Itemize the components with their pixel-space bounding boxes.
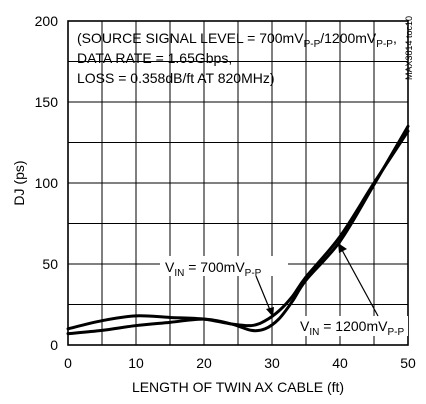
condition-note-line-3: LOSS = 0.358dB/ft AT 820MHz) xyxy=(77,70,275,86)
series-label-700mv-group: VIN = 700mVP-P xyxy=(160,256,288,317)
note-pp-sub-2: P-P xyxy=(376,39,393,50)
x-tick-label: 10 xyxy=(128,355,144,371)
arrowhead-700mv xyxy=(266,307,274,317)
series-label-1200mv-in-sub: IN xyxy=(309,327,319,338)
y-tick-label: 100 xyxy=(35,175,59,191)
series-label-700mv: VIN = 700mVP-P xyxy=(165,259,262,279)
series-label-1200mv-group: VIN = 1200mVP-P xyxy=(300,243,408,338)
y-tick-label: 0 xyxy=(50,337,58,353)
condition-note: (SOURCE SIGNAL LEVEL = 700mVP-P/1200mVP-… xyxy=(77,30,397,86)
y-tick-label: 200 xyxy=(35,13,59,29)
x-axis-label: LENGTH OF TWIN AX CABLE (ft) xyxy=(132,379,344,395)
series-label-1200mv: VIN = 1200mVP-P xyxy=(300,318,404,338)
y-tick-label: 50 xyxy=(42,256,58,272)
series-label-700mv-in-sub: IN xyxy=(174,268,184,279)
y-tick-label: 150 xyxy=(35,94,59,110)
series-label-700mv-background xyxy=(160,256,288,276)
x-tick-label: 50 xyxy=(400,355,416,371)
condition-note-line-1: (SOURCE SIGNAL LEVEL = 700mVP-P/1200mVP-… xyxy=(77,30,397,50)
note-comma: , xyxy=(393,30,397,46)
series-label-1200mv-v: V xyxy=(300,318,310,334)
x-tick-label: 40 xyxy=(332,355,348,371)
series-label-1200mv-value: = 1200mV xyxy=(319,318,388,334)
series-label-1200mv-pp-sub: P-P xyxy=(387,327,404,338)
series-label-700mv-value: = 700mV xyxy=(184,259,245,275)
series-label-700mv-pp-sub: P-P xyxy=(245,268,262,279)
x-tick-labels: 0 10 20 30 40 50 xyxy=(64,355,416,371)
leader-line-1200mv xyxy=(341,249,379,317)
grid xyxy=(68,21,408,345)
condition-note-line-2: DATA RATE = 1.65Gbps, xyxy=(77,50,232,66)
y-tick-labels: 0 50 100 150 200 xyxy=(35,13,59,353)
note-1200mv: /1200mV xyxy=(320,30,377,46)
plot-frame xyxy=(67,20,409,346)
series-label-1200mv-background xyxy=(300,316,408,336)
x-tick-label: 20 xyxy=(196,355,212,371)
figure-id: MAX3814 toc10 xyxy=(404,16,414,80)
series-group xyxy=(66,124,410,336)
y-axis-label: DJ (ps) xyxy=(11,160,27,205)
arrowhead-1200mv xyxy=(338,243,347,253)
series-line-1200mv xyxy=(66,124,410,336)
note-pp-sub-1: P-P xyxy=(304,39,321,50)
leader-line-700mv xyxy=(255,275,271,311)
x-tick-label: 30 xyxy=(264,355,280,371)
series-label-700mv-v: V xyxy=(165,259,175,275)
x-tick-label: 0 xyxy=(64,355,72,371)
note-source-prefix: (SOURCE SIGNAL LEVEL = 700mV xyxy=(77,30,304,46)
series-line-700mv xyxy=(66,129,410,331)
